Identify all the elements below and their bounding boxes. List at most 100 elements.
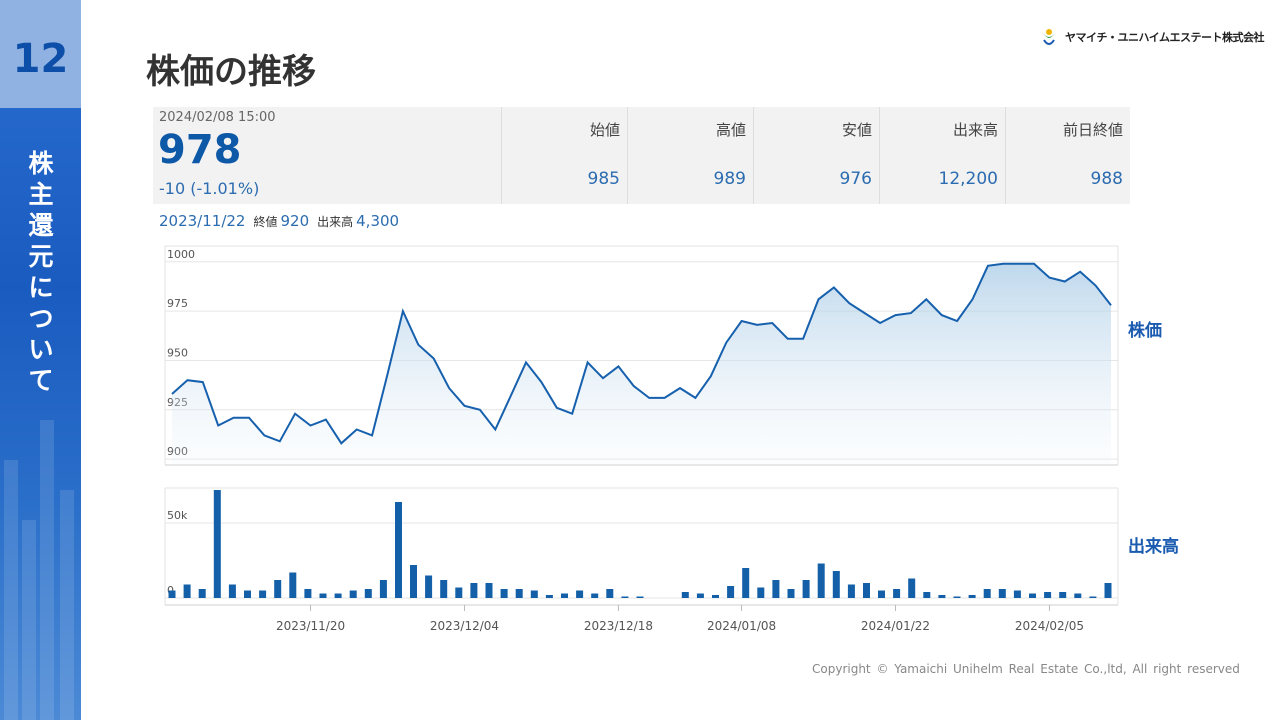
volume-bar xyxy=(1029,593,1036,598)
company-logo-icon xyxy=(1041,29,1057,45)
volume-series-label: 出来高 xyxy=(1128,537,1179,557)
volume-bar xyxy=(576,590,584,598)
volume-bar xyxy=(440,580,448,598)
quote-summary: 2024/02/08 15:00 978 -10 (-1.01%) 始値 985… xyxy=(153,107,1130,204)
volume-bar xyxy=(787,589,795,598)
volume-bar xyxy=(1059,592,1067,598)
page-title: 株価の推移 xyxy=(146,52,316,92)
volume-bar xyxy=(621,596,629,598)
volume-bar xyxy=(832,571,840,598)
stat-prev-close: 前日終値 988 xyxy=(1006,107,1130,204)
volume-bar xyxy=(772,580,780,598)
stat-volume: 出来高 12,200 xyxy=(880,107,1006,204)
stat-open-value: 985 xyxy=(587,169,620,189)
volume-bar xyxy=(274,580,282,598)
volume-bar xyxy=(183,584,191,598)
cursor-close-value: 920 xyxy=(280,212,310,230)
volume-bar xyxy=(515,589,523,598)
volume-bar xyxy=(591,593,599,598)
volume-bar xyxy=(500,589,508,598)
volume-bar xyxy=(938,595,946,598)
price-tick-label: 1000 xyxy=(167,248,195,261)
stat-high: 高値 989 xyxy=(628,107,754,204)
volume-bar xyxy=(998,589,1006,598)
cursor-close-label: 終値 xyxy=(253,215,278,229)
volume-bar xyxy=(545,595,553,598)
page-number-box: 12 xyxy=(0,0,81,108)
volume-bar xyxy=(213,490,221,598)
page-number: 12 xyxy=(12,36,69,82)
stat-low-value: 976 xyxy=(839,169,872,189)
volume-bar xyxy=(742,568,750,598)
volume-bar xyxy=(364,589,372,598)
volume-bar xyxy=(1013,590,1021,598)
x-tick-label: 2024/01/22 xyxy=(861,619,930,633)
volume-bar xyxy=(289,572,297,598)
volume-bar xyxy=(727,586,735,598)
volume-bar xyxy=(425,575,433,598)
volume-bar xyxy=(696,593,704,598)
volume-bar xyxy=(681,592,689,598)
volume-bar xyxy=(379,580,387,598)
volume-tick-label: 50k xyxy=(167,509,188,522)
volume-bar xyxy=(244,590,251,598)
cursor-volume-label: 出来高 xyxy=(317,215,354,229)
volume-bar xyxy=(410,565,417,598)
price-line[interactable] xyxy=(171,262,1112,445)
volume-bar xyxy=(817,563,825,598)
volume-bar xyxy=(953,596,961,598)
stat-high-label: 高値 xyxy=(715,121,746,139)
stat-high-value: 989 xyxy=(713,169,746,189)
price-area xyxy=(172,263,1111,465)
x-tick-label: 2023/11/20 xyxy=(276,619,345,633)
volume-bar xyxy=(455,587,463,598)
volume-bar xyxy=(228,584,236,598)
cursor-info: 2023/11/22 終値 920 出来高 4,300 xyxy=(159,212,399,230)
volume-bar xyxy=(878,590,885,598)
volume-bar xyxy=(485,583,493,598)
x-tick-label: 2023/12/04 xyxy=(430,619,499,633)
volume-bar xyxy=(470,583,478,598)
volume-bar xyxy=(319,593,327,598)
x-tick-label: 2024/02/05 xyxy=(1015,619,1084,633)
stat-low-label: 安値 xyxy=(841,121,872,139)
section-title: 株主還元について xyxy=(28,149,54,395)
stat-open: 始値 985 xyxy=(502,107,628,204)
company-logo: ヤマイチ・ユニハイムエステート株式会社 xyxy=(1038,26,1265,48)
cursor-volume-value: 4,300 xyxy=(356,212,400,230)
volume-bar xyxy=(395,502,402,598)
stat-open-label: 始値 xyxy=(589,121,620,139)
stat-low: 安値 976 xyxy=(754,107,880,204)
company-name: ヤマイチ・ユニハイムエステート株式会社 xyxy=(1065,31,1265,44)
volume-bar xyxy=(168,590,176,598)
volume-bar xyxy=(893,589,901,598)
cursor-date: 2023/11/22 xyxy=(159,212,246,230)
volume-bar xyxy=(983,589,991,598)
volume-bar xyxy=(908,578,916,598)
current-price: 978 xyxy=(158,127,242,173)
volume-bar xyxy=(712,595,719,598)
volume-bar xyxy=(968,595,976,598)
quote-datetime: 2024/02/08 15:00 xyxy=(159,110,276,125)
volume-bar xyxy=(1089,596,1097,598)
stat-volume-value: 12,200 xyxy=(938,169,998,189)
volume-bar xyxy=(349,590,357,598)
volume-bar xyxy=(606,589,614,598)
volume-bar xyxy=(802,580,810,598)
volume-bar xyxy=(259,590,267,598)
price-change: -10 (-1.01%) xyxy=(159,179,260,198)
volume-bar xyxy=(304,589,312,598)
volume-bar xyxy=(198,589,206,598)
price-tick-label: 950 xyxy=(167,346,188,359)
volume-bar xyxy=(334,593,342,598)
volume-bar xyxy=(1044,592,1052,598)
volume-bar xyxy=(636,596,644,598)
x-tick-label: 2024/01/08 xyxy=(707,619,776,633)
volume-bar xyxy=(530,590,538,598)
volume-bar xyxy=(923,592,931,598)
stat-prev-close-value: 988 xyxy=(1090,169,1123,189)
volume-bar xyxy=(1104,583,1112,598)
volume-bar xyxy=(847,584,855,598)
volume-bar xyxy=(757,587,765,598)
